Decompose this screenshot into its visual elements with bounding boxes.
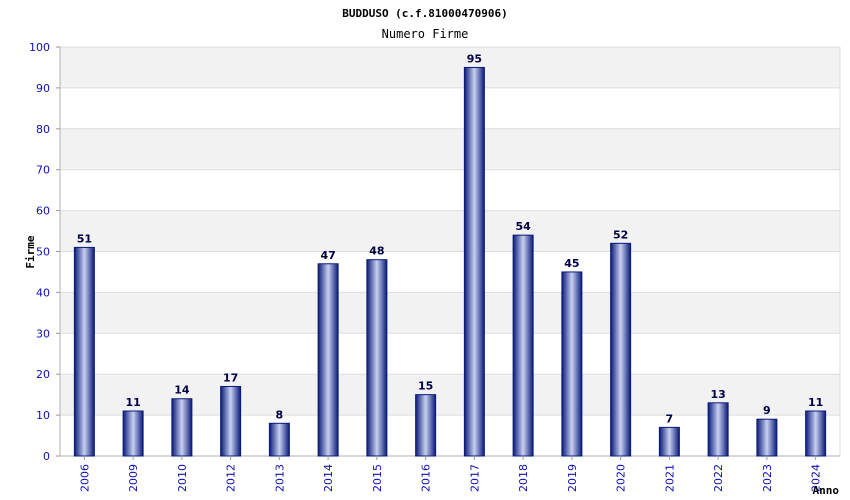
y-tick-label: 40: [36, 286, 50, 299]
bar: [220, 385, 242, 457]
y-tick-label: 90: [36, 82, 50, 95]
bar-value-label: 17: [223, 371, 238, 384]
bar: [317, 263, 339, 457]
y-tick-label: 100: [29, 41, 50, 54]
x-ticks: 2006 2009 2010 2012 2013 2014 2015 2016 2017 2018…: [78, 456, 823, 492]
bar-value-label: 45: [564, 257, 579, 270]
y-tick-label: 80: [36, 123, 50, 136]
y-ticks: 0 10 20 30 40 50 60 70 80 90 100: [29, 41, 60, 463]
y-tick-label: 70: [36, 164, 50, 177]
x-tick-label: 2018: [517, 464, 530, 492]
bar-value-label: 47: [320, 249, 335, 262]
chart-title: BUDDUSO (c.f.81000470906): [342, 7, 508, 20]
x-tick-label: 2016: [420, 464, 433, 492]
x-tick-label: 2009: [127, 464, 140, 492]
chart-subtitle: Numero Firme: [382, 27, 469, 41]
y-tick-label: 60: [36, 205, 50, 218]
grid-band: [60, 292, 840, 334]
bars: [73, 66, 827, 457]
bar: [415, 394, 437, 457]
bar-value-label: 95: [467, 52, 482, 65]
bar: [707, 402, 729, 457]
x-axis-label: Anno: [813, 484, 840, 497]
grid-band: [60, 128, 840, 170]
y-tick-label: 30: [36, 327, 50, 340]
x-tick-label: 2012: [225, 464, 238, 492]
bar: [366, 259, 388, 457]
bar: [805, 410, 827, 457]
bar-value-label: 7: [666, 412, 674, 425]
x-tick-label: 2024: [810, 464, 823, 492]
y-tick-label: 50: [36, 246, 50, 259]
y-axis-label: Firme: [24, 235, 37, 268]
bar: [171, 398, 193, 457]
bar: [122, 410, 144, 457]
grid-bands: [60, 47, 840, 416]
value-labels: 51 11 14 17 8 47 48 15 95 54 45 52 7 13 9 11: [77, 52, 824, 425]
x-tick-label: 2020: [615, 464, 628, 492]
bar: [512, 234, 534, 457]
x-tick-label: 2021: [663, 464, 676, 492]
grid-band: [60, 47, 840, 88]
bar-value-label: 9: [763, 404, 771, 417]
x-tick-label: 2013: [273, 464, 286, 492]
grid-band: [60, 210, 840, 252]
bar: [463, 66, 485, 457]
bar: [756, 418, 778, 457]
bar: [610, 242, 632, 457]
x-tick-label: 2017: [468, 464, 481, 492]
x-tick-label: 2022: [712, 464, 725, 492]
x-tick-label: 2019: [566, 464, 579, 492]
x-tick-label: 2006: [78, 464, 91, 492]
bar: [268, 422, 290, 457]
bar: [658, 426, 680, 457]
bar-value-label: 52: [613, 228, 628, 241]
bar: [73, 246, 95, 457]
bar-value-label: 14: [174, 384, 190, 397]
x-tick-label: 2010: [176, 464, 189, 492]
y-tick-label: 20: [36, 368, 50, 381]
x-tick-label: 2014: [322, 464, 335, 492]
x-tick-label: 2023: [761, 464, 774, 492]
bar-value-label: 15: [418, 380, 433, 393]
bar-value-label: 11: [808, 396, 823, 409]
y-tick-label: 10: [36, 409, 50, 422]
bar-value-label: 48: [369, 245, 384, 258]
bar-value-label: 54: [515, 220, 531, 233]
x-tick-label: 2015: [371, 464, 384, 492]
bar-value-label: 8: [276, 408, 284, 421]
bar: [561, 271, 583, 457]
bar-value-label: 13: [710, 388, 725, 401]
bar-value-label: 51: [77, 232, 92, 245]
bar-value-label: 11: [125, 396, 140, 409]
y-tick-label: 0: [43, 450, 50, 463]
